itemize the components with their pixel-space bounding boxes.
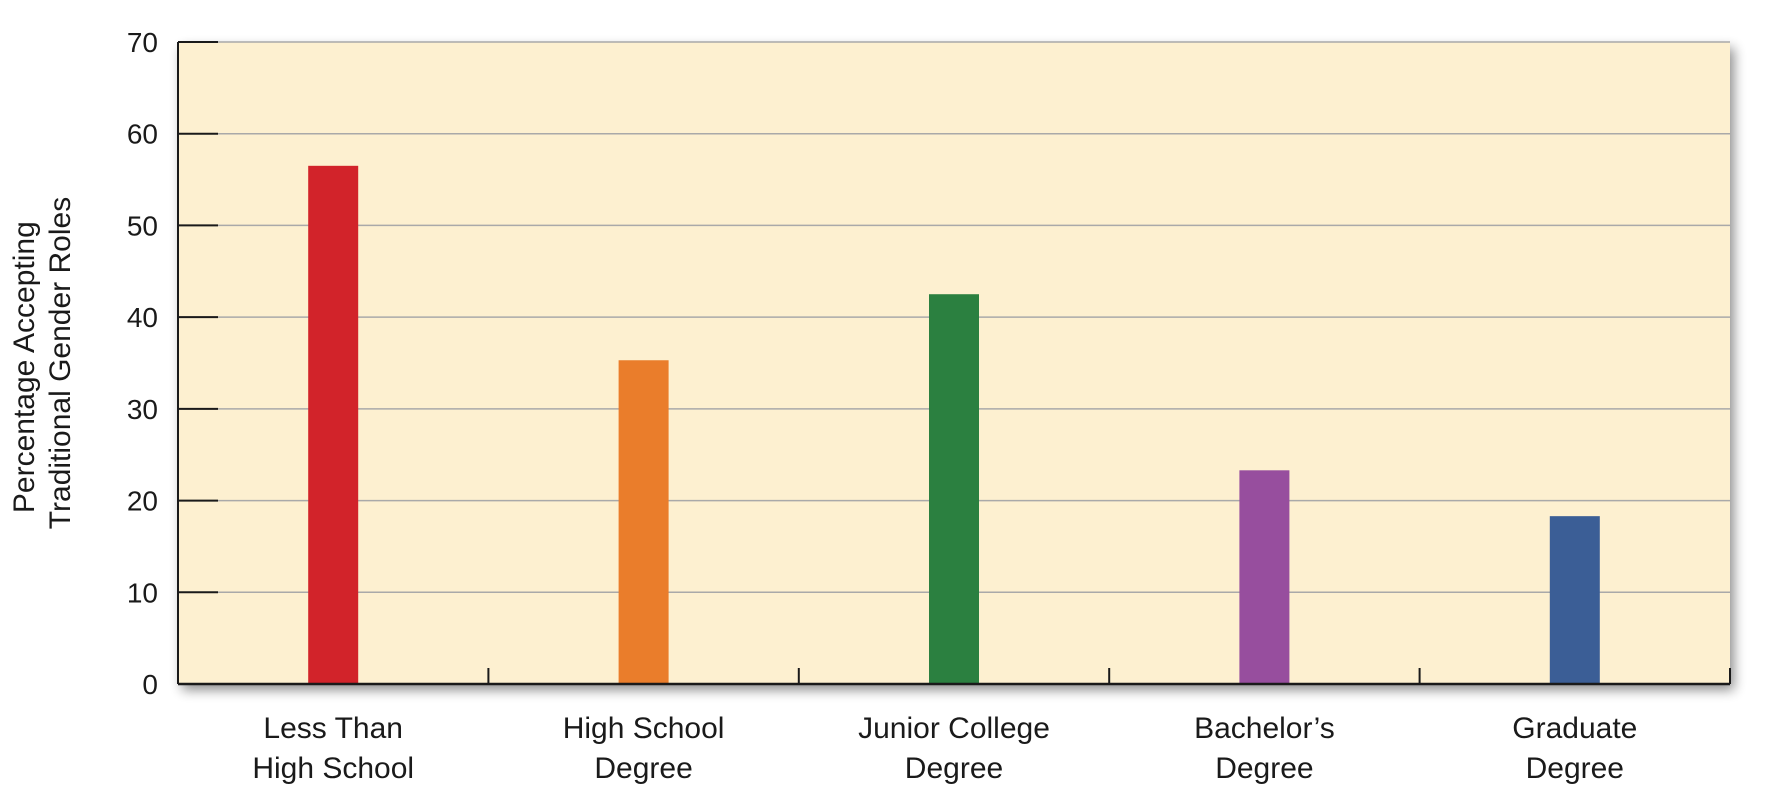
x-category-label-line: Degree: [905, 752, 1003, 785]
y-tick-label: 0: [142, 669, 158, 700]
axes: [177, 41, 1731, 686]
x-category-label-line: Bachelor’s: [1194, 712, 1335, 745]
x-category-label: Bachelor’s Degree: [1194, 712, 1335, 785]
x-category-label-line: Degree: [1526, 752, 1624, 785]
y-tick-label: 30: [127, 394, 158, 425]
x-category-label-line: High School: [252, 752, 414, 785]
y-tick-label: 60: [127, 119, 158, 150]
y-axis-title-line-1: Percentage Accepting: [8, 221, 41, 513]
x-category-label-line: Degree: [1215, 752, 1313, 785]
y-tick-labels: 0 10 20 30 40 50 60 70: [127, 27, 158, 700]
y-axis-title: Percentage Accepting Traditional Gender …: [8, 197, 77, 529]
y-tick-label: 10: [127, 577, 158, 608]
x-category-label-line: Junior College: [858, 712, 1050, 745]
bar: [308, 165, 359, 685]
bar: [929, 294, 979, 684]
y-tick-label: 20: [127, 486, 158, 517]
x-category-label-line: Graduate: [1512, 712, 1637, 745]
x-category-label: Less Than High School: [252, 712, 414, 785]
bar: [618, 360, 669, 684]
y-axis-title-line-2: Traditional Gender Roles: [44, 197, 77, 529]
x-category-label: Graduate Degree: [1512, 712, 1637, 785]
x-category-label: High School Degree: [563, 712, 725, 785]
y-tick-label: 40: [127, 302, 158, 333]
bar: [1239, 470, 1290, 684]
bars: [308, 165, 1600, 685]
y-tick-label: 50: [127, 210, 158, 241]
x-category-label-line: High School: [563, 712, 725, 745]
x-category-label: Junior College Degree: [858, 712, 1050, 785]
x-category-label-line: Less Than: [263, 712, 403, 745]
bar: [1549, 516, 1600, 684]
y-tick-label: 70: [127, 27, 158, 58]
x-category-label-line: Degree: [594, 752, 692, 785]
